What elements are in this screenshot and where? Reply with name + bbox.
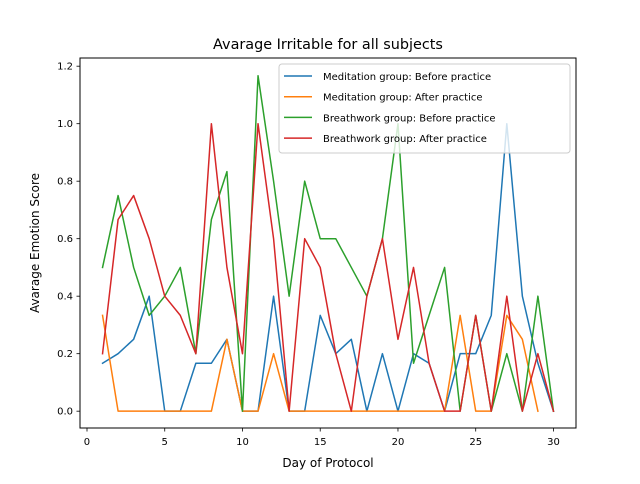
y-tick-label: 0.8 [57,177,73,188]
x-tick-label: 15 [314,437,327,448]
y-tick-label: 0.0 [57,407,73,418]
x-tick-label: 5 [162,437,168,448]
x-axis-label: Day of Protocol [282,456,373,470]
y-tick-label: 0.4 [57,292,73,303]
y-tick-label: 0.6 [57,234,73,245]
legend-label: Breathwork group: After practice [323,134,487,145]
x-axis: 0 5 10 15 20 25 30 [84,428,560,448]
legend-label: Meditation group: Before practice [323,72,491,83]
chart-title: Avarage Irritable for all subjects [213,37,443,53]
series-line-4 [101,122,555,413]
x-tick-label: 30 [547,437,560,448]
legend-label: Meditation group: After practice [323,93,483,104]
x-tick-label: 20 [392,437,405,448]
y-axis-label: Avarage Emotion Score [28,173,42,313]
legend-label: Breathwork group: Before practice [323,113,496,124]
series-layer [101,75,555,413]
series-line-2 [101,314,539,413]
y-tick-label: 0.2 [57,349,73,360]
legend: Meditation group: Before practice Meditat… [278,63,571,154]
legend-box [278,63,571,154]
x-tick-label: 10 [236,437,249,448]
y-axis: 0.0 0.2 0.4 0.6 0.8 1.0 1.2 [57,62,80,418]
y-tick-label: 1.2 [57,62,73,73]
x-tick-label: 25 [469,437,482,448]
x-tick-label: 0 [84,437,90,448]
plot-frame [79,57,577,429]
y-tick-label: 1.0 [57,119,73,130]
